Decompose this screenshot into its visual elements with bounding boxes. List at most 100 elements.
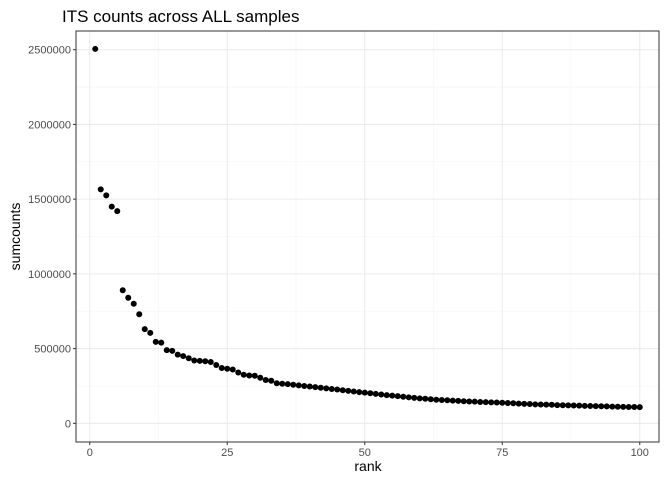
data-point [543,401,550,408]
data-point [471,398,478,405]
data-point [367,390,374,397]
data-point [224,365,231,372]
data-point [455,397,462,404]
data-point [356,389,363,396]
data-point [97,186,104,193]
data-point [185,355,192,362]
data-point [213,362,220,369]
data-point [312,384,319,391]
data-point [114,208,121,215]
data-point [92,45,99,52]
data-point [339,387,346,394]
data-point [262,376,269,383]
data-point [559,402,566,409]
x-tick-label: 100 [631,447,649,459]
data-point [449,397,456,404]
data-point [636,404,643,411]
data-point [537,401,544,408]
x-tick-label: 0 [87,447,93,459]
data-point [268,377,275,384]
data-point [141,326,148,333]
data-point [565,402,572,409]
data-point [581,402,588,409]
grid-lines [76,31,659,442]
y-tick-label: 2500000 [28,45,71,57]
data-point [361,389,368,396]
data-point [592,403,599,410]
data-points [92,45,643,411]
data-point [108,203,115,210]
data-point [323,385,330,392]
data-point [433,396,440,403]
data-point [411,394,418,401]
data-point [526,401,533,408]
data-point [372,390,379,397]
data-point [609,403,616,410]
data-point [191,357,198,364]
data-point [202,358,209,365]
data-point [246,372,253,379]
data-point [587,402,594,409]
data-point [438,397,445,404]
data-point [295,382,302,389]
data-point [169,347,176,354]
data-point [614,403,621,410]
data-point [422,395,429,402]
data-point [482,399,489,406]
data-point [147,329,154,336]
data-point [130,300,137,307]
data-point [257,374,264,381]
data-point [125,294,132,301]
data-point [174,351,181,358]
data-point [251,372,258,379]
y-axis: 0 500000 1000000 1500000 2000000 2500000 [28,45,76,430]
data-point [570,402,577,409]
data-point [499,399,506,406]
data-point [279,380,286,387]
x-tick-label: 75 [496,447,508,459]
data-point [603,403,610,410]
y-tick-label: 1500000 [28,194,71,206]
data-point [290,381,297,388]
data-point [306,383,313,390]
data-point [620,403,627,410]
data-point [240,371,247,378]
data-point [152,338,159,345]
data-point [400,393,407,400]
data-point [576,402,583,409]
data-point [383,392,390,399]
data-point [554,402,561,409]
data-point [477,398,484,405]
data-point [103,192,110,199]
y-axis-title: sumcounts [7,203,23,271]
x-axis-title: rank [354,458,382,474]
data-point [229,366,236,373]
data-point [598,403,605,410]
y-tick-label: 0 [65,418,71,430]
data-point [136,311,143,318]
data-point [328,385,335,392]
data-point [394,393,401,400]
data-point [301,382,308,389]
data-point [284,381,291,388]
data-point [378,391,385,398]
data-point [119,287,126,294]
panel-border [75,30,660,443]
data-point [273,380,280,387]
data-point [631,404,638,411]
data-point [460,398,467,405]
data-point [427,396,434,403]
x-tick-label: 50 [359,447,371,459]
y-tick-label: 1000000 [28,269,71,281]
data-point [196,357,203,364]
data-point [504,399,511,406]
data-point [317,384,324,391]
data-point [488,399,495,406]
data-point [510,400,517,407]
chart-title: ITS counts across ALL samples [62,7,299,26]
data-point [466,398,473,405]
data-point [218,365,225,372]
data-point [405,394,412,401]
